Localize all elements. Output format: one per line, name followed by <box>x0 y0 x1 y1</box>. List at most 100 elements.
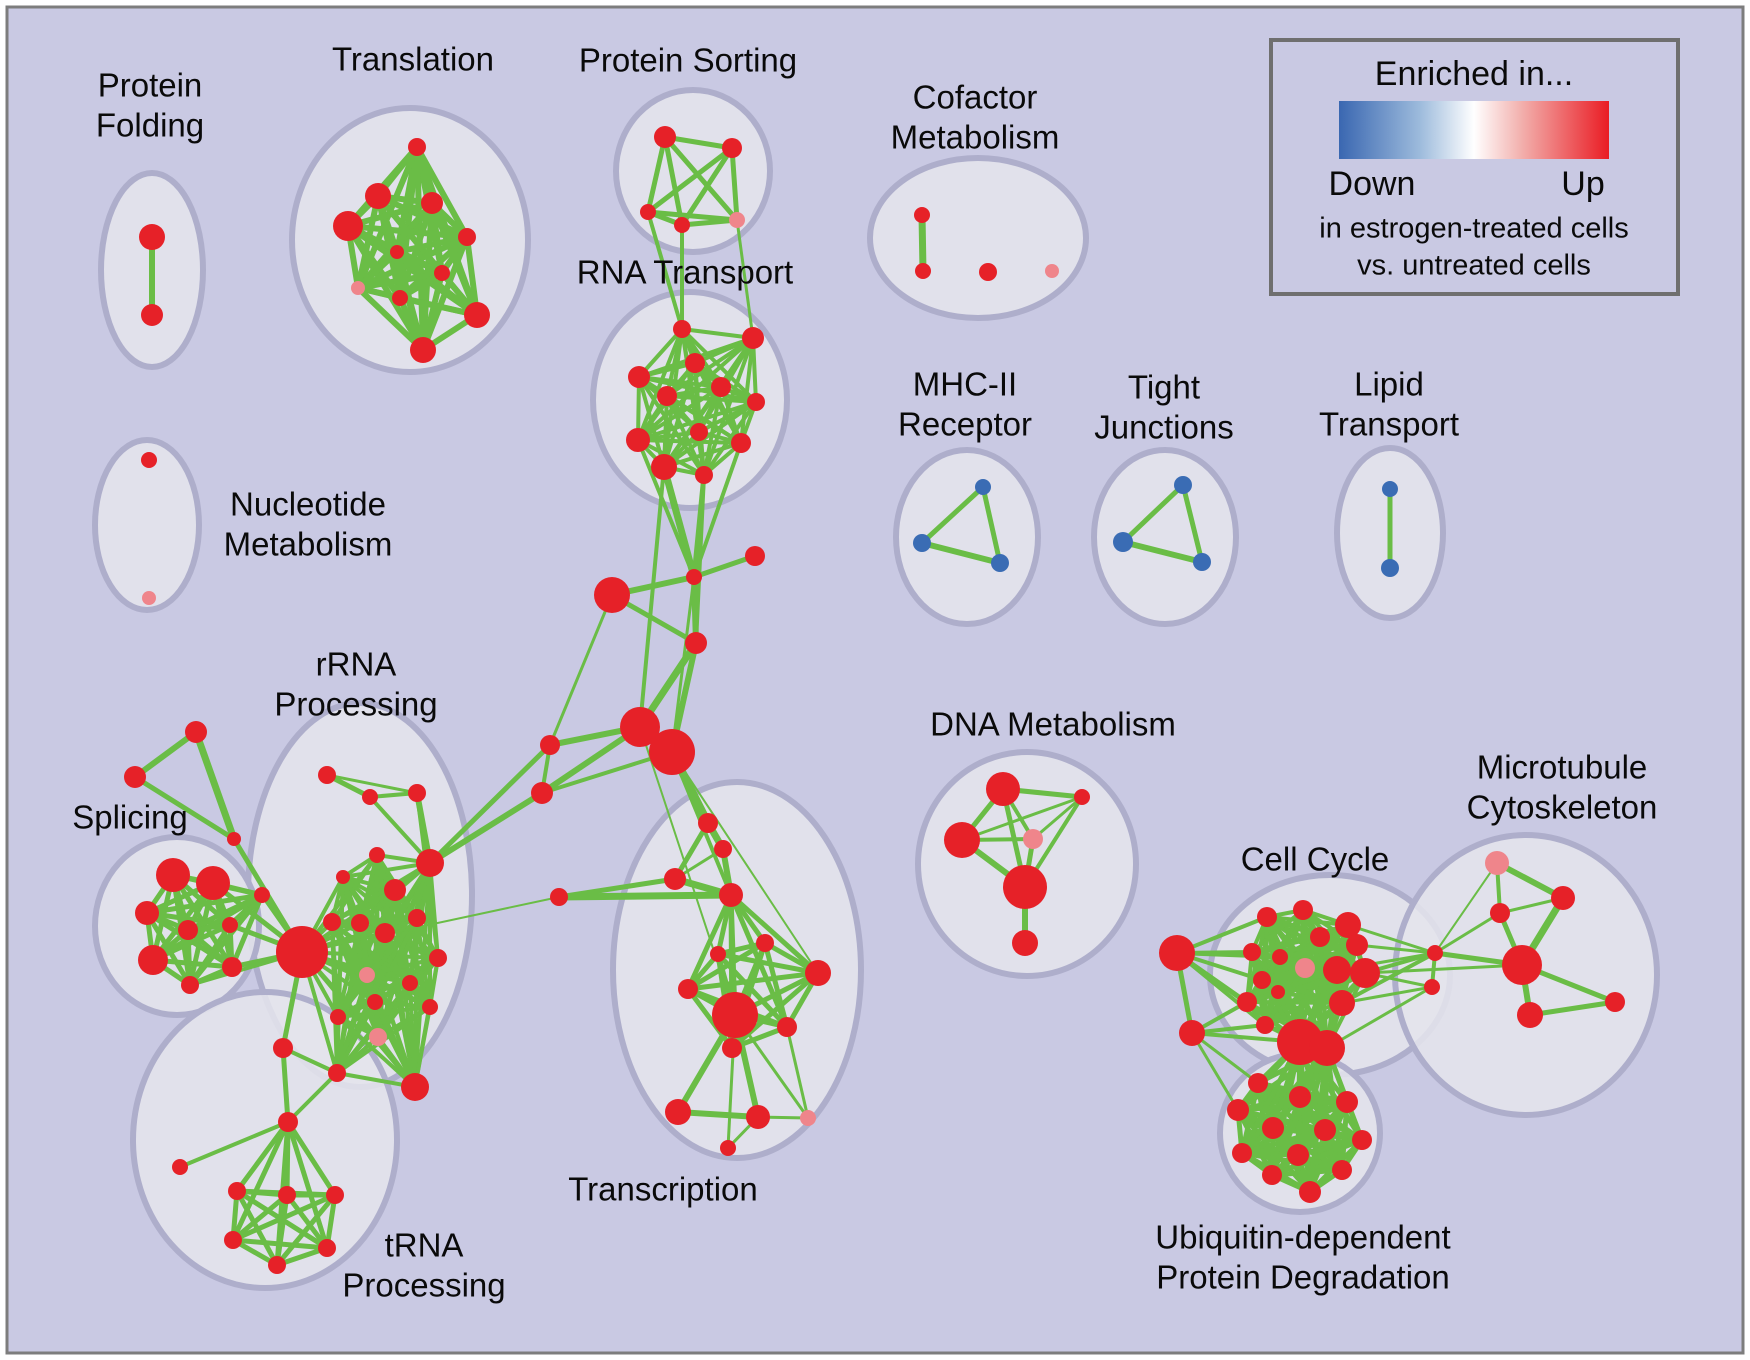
node-MT1[interactable] <box>1485 851 1509 875</box>
node-M2[interactable] <box>913 534 931 552</box>
node-T10[interactable] <box>464 302 490 328</box>
node-T5[interactable] <box>458 228 476 246</box>
node-CC11[interactable] <box>1323 956 1351 984</box>
node-TR4[interactable] <box>719 883 743 907</box>
node-RT6[interactable] <box>711 377 731 397</box>
node-L2[interactable] <box>1381 559 1399 577</box>
node-U9[interactable] <box>1287 1144 1309 1166</box>
node-TN3[interactable] <box>228 1182 246 1200</box>
node-MT6[interactable] <box>1424 979 1440 995</box>
node-D6[interactable] <box>1012 930 1038 956</box>
node-TR12[interactable] <box>746 1105 770 1129</box>
node-PS2[interactable] <box>722 138 742 158</box>
node-RT3[interactable] <box>685 353 705 373</box>
node-U5[interactable] <box>1262 1117 1284 1139</box>
node-TR6[interactable] <box>710 946 726 962</box>
node-MT2[interactable] <box>1551 886 1575 910</box>
node-U10[interactable] <box>1332 1160 1352 1180</box>
node-C1[interactable] <box>686 569 702 585</box>
node-T9[interactable] <box>392 290 408 306</box>
node-R6[interactable] <box>384 879 406 901</box>
node-S4[interactable] <box>178 920 198 940</box>
node-CC16[interactable] <box>1329 990 1355 1016</box>
node-U8[interactable] <box>1232 1143 1252 1163</box>
node-R12[interactable] <box>359 967 375 983</box>
node-U6[interactable] <box>1314 1119 1336 1141</box>
node-S9[interactable] <box>254 887 270 903</box>
node-TN5[interactable] <box>326 1186 344 1204</box>
node-RT4[interactable] <box>628 366 650 388</box>
node-CC13[interactable] <box>1253 971 1271 989</box>
node-TN2[interactable] <box>172 1159 188 1175</box>
node-TN1[interactable] <box>278 1112 298 1132</box>
node-U1[interactable] <box>1248 1073 1268 1093</box>
node-T1[interactable] <box>408 138 426 156</box>
node-CC17[interactable] <box>1256 1016 1274 1034</box>
node-CM4[interactable] <box>1045 264 1059 278</box>
node-M1[interactable] <box>975 479 991 495</box>
node-CC4[interactable] <box>1293 900 1313 920</box>
node-R17[interactable] <box>401 1073 429 1101</box>
node-CC8[interactable] <box>1243 943 1261 961</box>
node-RT9[interactable] <box>626 428 650 452</box>
node-TJ2[interactable] <box>1113 532 1133 552</box>
node-TR5[interactable] <box>756 934 774 952</box>
node-S6[interactable] <box>138 945 168 975</box>
node-RT5[interactable] <box>657 386 677 406</box>
node-MT7[interactable] <box>1517 1002 1543 1028</box>
node-CC9[interactable] <box>1272 949 1288 965</box>
node-D3[interactable] <box>944 822 980 858</box>
node-D4[interactable] <box>1023 829 1043 849</box>
node-T3[interactable] <box>421 192 443 214</box>
node-CC6[interactable] <box>1310 927 1330 947</box>
node-CM1[interactable] <box>914 207 930 223</box>
node-R3[interactable] <box>408 784 426 802</box>
node-CC7[interactable] <box>1346 934 1368 956</box>
node-L1[interactable] <box>1382 481 1398 497</box>
node-TN7[interactable] <box>318 1239 336 1257</box>
node-CC3[interactable] <box>1257 907 1277 927</box>
node-C2[interactable] <box>745 546 765 566</box>
node-ST3[interactable] <box>227 832 241 846</box>
node-M3[interactable] <box>991 554 1009 572</box>
node-TR3[interactable] <box>664 868 686 890</box>
node-R4[interactable] <box>369 847 385 863</box>
node-TN4[interactable] <box>278 1186 296 1204</box>
node-CM2[interactable] <box>915 263 931 279</box>
node-CC5[interactable] <box>1335 912 1361 938</box>
node-U12[interactable] <box>1299 1181 1321 1203</box>
node-S3[interactable] <box>135 901 159 925</box>
node-R13[interactable] <box>429 949 447 967</box>
node-T8[interactable] <box>351 281 365 295</box>
node-RHUB[interactable] <box>276 926 328 978</box>
node-RT7[interactable] <box>747 393 765 411</box>
node-C5[interactable] <box>540 735 560 755</box>
node-N2[interactable] <box>142 591 156 605</box>
node-RT1[interactable] <box>673 320 691 338</box>
node-S1[interactable] <box>156 858 190 892</box>
node-RT12[interactable] <box>695 466 713 484</box>
node-C3[interactable] <box>594 577 630 613</box>
node-TR7[interactable] <box>678 979 698 999</box>
node-TR14[interactable] <box>720 1140 736 1156</box>
node-TR11[interactable] <box>665 1099 691 1125</box>
node-T6[interactable] <box>390 245 404 259</box>
node-R7[interactable] <box>416 849 444 877</box>
node-X1[interactable] <box>550 888 568 906</box>
node-TRHUB[interactable] <box>712 992 758 1038</box>
node-C6[interactable] <box>531 782 553 804</box>
node-MT8[interactable] <box>1605 992 1625 1012</box>
node-R15[interactable] <box>273 1038 293 1058</box>
node-ST1[interactable] <box>185 721 207 743</box>
node-R21[interactable] <box>422 999 438 1015</box>
node-PF1[interactable] <box>139 224 165 250</box>
node-S7[interactable] <box>181 976 199 994</box>
node-S5[interactable] <box>222 917 238 933</box>
node-R2[interactable] <box>362 789 378 805</box>
node-TR9[interactable] <box>777 1017 797 1037</box>
node-D1[interactable] <box>986 772 1020 806</box>
node-PF2[interactable] <box>141 304 163 326</box>
node-TR2[interactable] <box>714 840 732 858</box>
node-S2[interactable] <box>196 866 230 900</box>
